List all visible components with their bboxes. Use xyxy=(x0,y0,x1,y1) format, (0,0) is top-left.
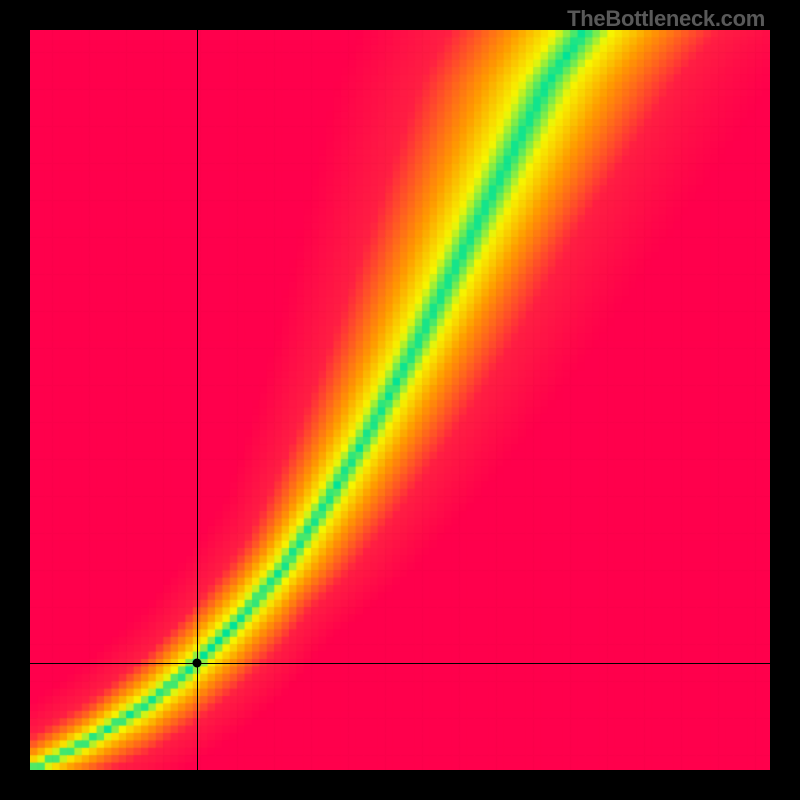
marker-dot xyxy=(192,658,201,667)
watermark-text: TheBottleneck.com xyxy=(567,6,765,32)
crosshair-horizontal xyxy=(30,663,770,664)
heatmap-plot xyxy=(30,30,770,770)
